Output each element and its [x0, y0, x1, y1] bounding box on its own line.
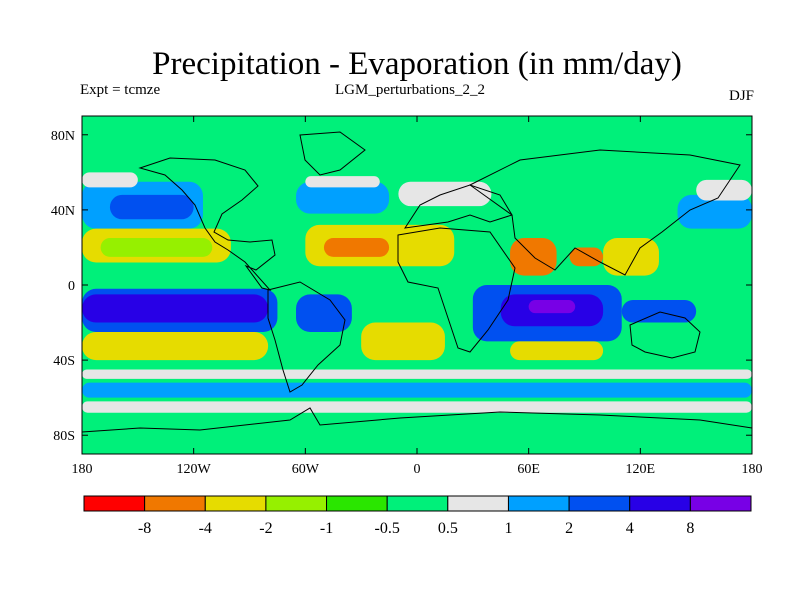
region-southern-ocean-blue [82, 382, 752, 398]
y-tick-label: 40N [51, 204, 75, 219]
coastline-europe [403, 184, 513, 229]
region-southern-ocean-white [82, 369, 752, 379]
region-north-atlantic-storm-track [296, 181, 390, 214]
x-tick-label: 0 [414, 462, 421, 477]
colorbar-swatch [629, 495, 691, 512]
colorbar-swatch [386, 495, 449, 512]
x-tick-label: 120E [626, 462, 656, 477]
colorbar-swatch [568, 495, 631, 512]
x-tick-label: 180 [742, 462, 763, 477]
colorbar-label: 8 [686, 520, 694, 537]
y-tick-label: 0 [68, 279, 75, 294]
colorbar-label: -4 [199, 520, 212, 537]
region-sh-subtropic-pacific [82, 331, 269, 361]
y-tick-label: 80N [51, 129, 75, 144]
region-west-pacific-storm [677, 194, 752, 229]
colorbar-swatch [83, 495, 146, 512]
colorbar-label: 2 [565, 520, 573, 537]
season-label: DJF [728, 88, 754, 104]
colorbar-label: 1 [504, 520, 512, 537]
coastline-antarctica [81, 407, 753, 433]
region-north-pacific-storm-track [109, 194, 194, 220]
x-tick-label: 60W [292, 462, 320, 477]
coastline-greenland [299, 131, 366, 176]
colorbar-swatch [204, 495, 267, 512]
colorbar: -8 -4 -2 -1 -0.5 0.5 1 2 4 8 [83, 495, 752, 537]
field-regions [82, 172, 752, 454]
region-australia-north [621, 300, 697, 323]
region-south-america-convergence [296, 294, 352, 332]
colorbar-label: -1 [320, 520, 333, 537]
dataset-label: LGM_perturbations_2_2 [335, 82, 485, 98]
region-antarctic-coast [82, 416, 752, 454]
colorbar-label: -8 [138, 520, 151, 537]
colorbar-swatch [144, 495, 206, 512]
region-sh-subtropic-atlantic [361, 322, 445, 361]
colorbar-swatch [447, 495, 509, 512]
x-tick-label: 60E [517, 462, 540, 477]
coastlines [81, 131, 753, 433]
region-southern-ocean-white-2 [82, 401, 752, 413]
colorbar-label: 4 [626, 520, 634, 537]
region-sh-pacific-itcz [82, 294, 269, 323]
x-tick-label: 120W [177, 462, 212, 477]
colorbar-swatch [507, 495, 570, 512]
coastline-australia [629, 311, 701, 359]
region-sh-subtropic-indian [510, 341, 604, 361]
region-nh-subtropic-pacific-inner [100, 238, 213, 257]
region-north-atlantic-white [305, 176, 380, 188]
x-axis: 180 120W 60W 0 60E 120E 180 [72, 116, 763, 477]
region-indian-ocean-core [528, 300, 576, 314]
region-nh-subtropic-atlantic-core [323, 238, 390, 257]
x-tick-label: 180 [72, 462, 93, 477]
colorbar-label: 0.5 [438, 520, 458, 537]
chart-title: Precipitation - Evaporation (in mm/day) [152, 46, 682, 82]
coastline-asia [469, 149, 741, 276]
coastline-africa [397, 227, 516, 353]
colorbar-swatch [265, 495, 328, 512]
colorbar-label: -0.5 [375, 520, 400, 537]
colorbar-swatch [326, 495, 388, 512]
region-north-pacific-white [82, 172, 138, 188]
y-tick-label: 40S [53, 354, 75, 369]
region-south-china-sea [603, 238, 659, 276]
coastline-north-america [138, 157, 276, 291]
region-bay-of-bengal [569, 247, 604, 267]
region-europe-white [398, 181, 492, 207]
y-axis: 80N 40N 0 40S 80S [51, 129, 752, 444]
experiment-label: Expt = tcmze [80, 82, 161, 98]
region-west-pacific-white [696, 179, 752, 201]
colorbar-label: -2 [259, 520, 272, 537]
y-tick-label: 80S [53, 429, 75, 444]
coastline-south-america [267, 281, 346, 393]
colorbar-swatch [689, 495, 752, 512]
